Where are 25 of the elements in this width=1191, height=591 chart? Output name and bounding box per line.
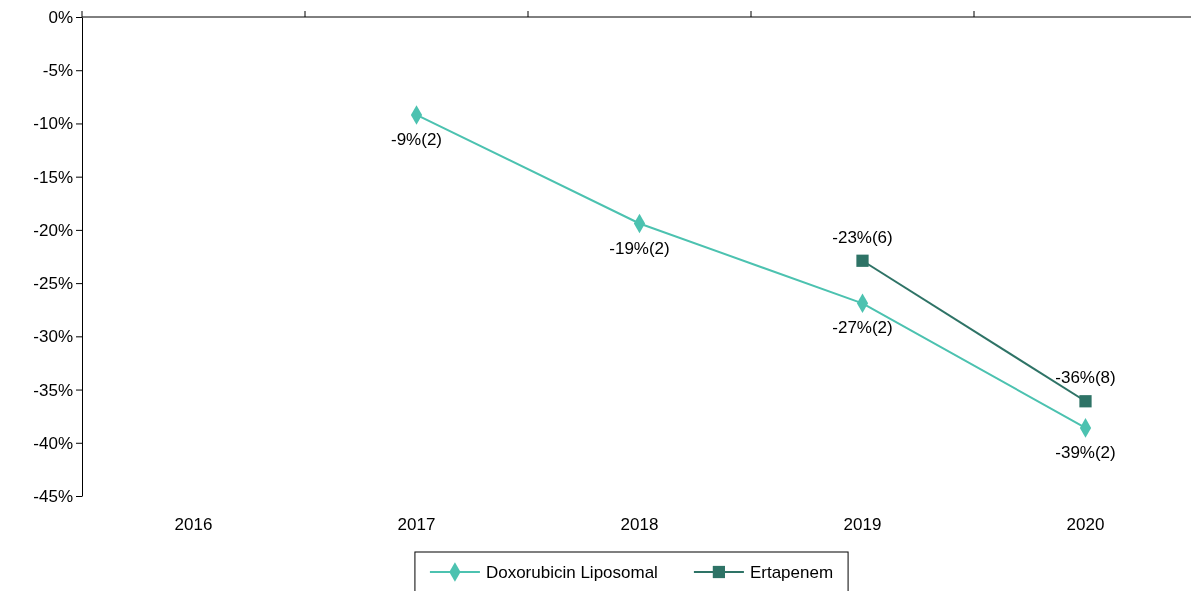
y-tick-label: -5% <box>42 61 73 81</box>
data-label: -9%(2) <box>390 129 443 149</box>
data-label: -39%(2) <box>1055 442 1116 462</box>
x-tick-label: 2016 <box>174 515 213 534</box>
y-tick-label: -30% <box>33 327 73 347</box>
y-tick-label: 0% <box>48 7 73 27</box>
y-tick-label: -20% <box>33 220 73 240</box>
y-tick-label: -10% <box>33 114 73 134</box>
legend-label: Ertapenem <box>749 563 834 582</box>
data-label: -23%(6) <box>832 227 893 247</box>
y-tick-label: -35% <box>33 380 73 400</box>
point <box>856 254 869 267</box>
x-tick-label: 2019 <box>843 515 882 534</box>
y-tick-label: -45% <box>33 486 73 506</box>
data-label: -36%(8) <box>1055 368 1116 388</box>
y-tick-label: -25% <box>33 274 73 294</box>
x-tick-label: 2018 <box>620 515 659 534</box>
y-tick-label: -40% <box>33 433 73 453</box>
x-tick-label: 2020 <box>1066 515 1105 534</box>
x-tick-label: 2017 <box>397 515 436 534</box>
data-label: -27%(2) <box>832 318 893 338</box>
data-label: -19%(2) <box>609 238 670 258</box>
legend-label: Doxorubicin Liposomal <box>485 563 658 582</box>
y-tick-label: -15% <box>33 167 73 187</box>
point <box>1079 395 1092 408</box>
